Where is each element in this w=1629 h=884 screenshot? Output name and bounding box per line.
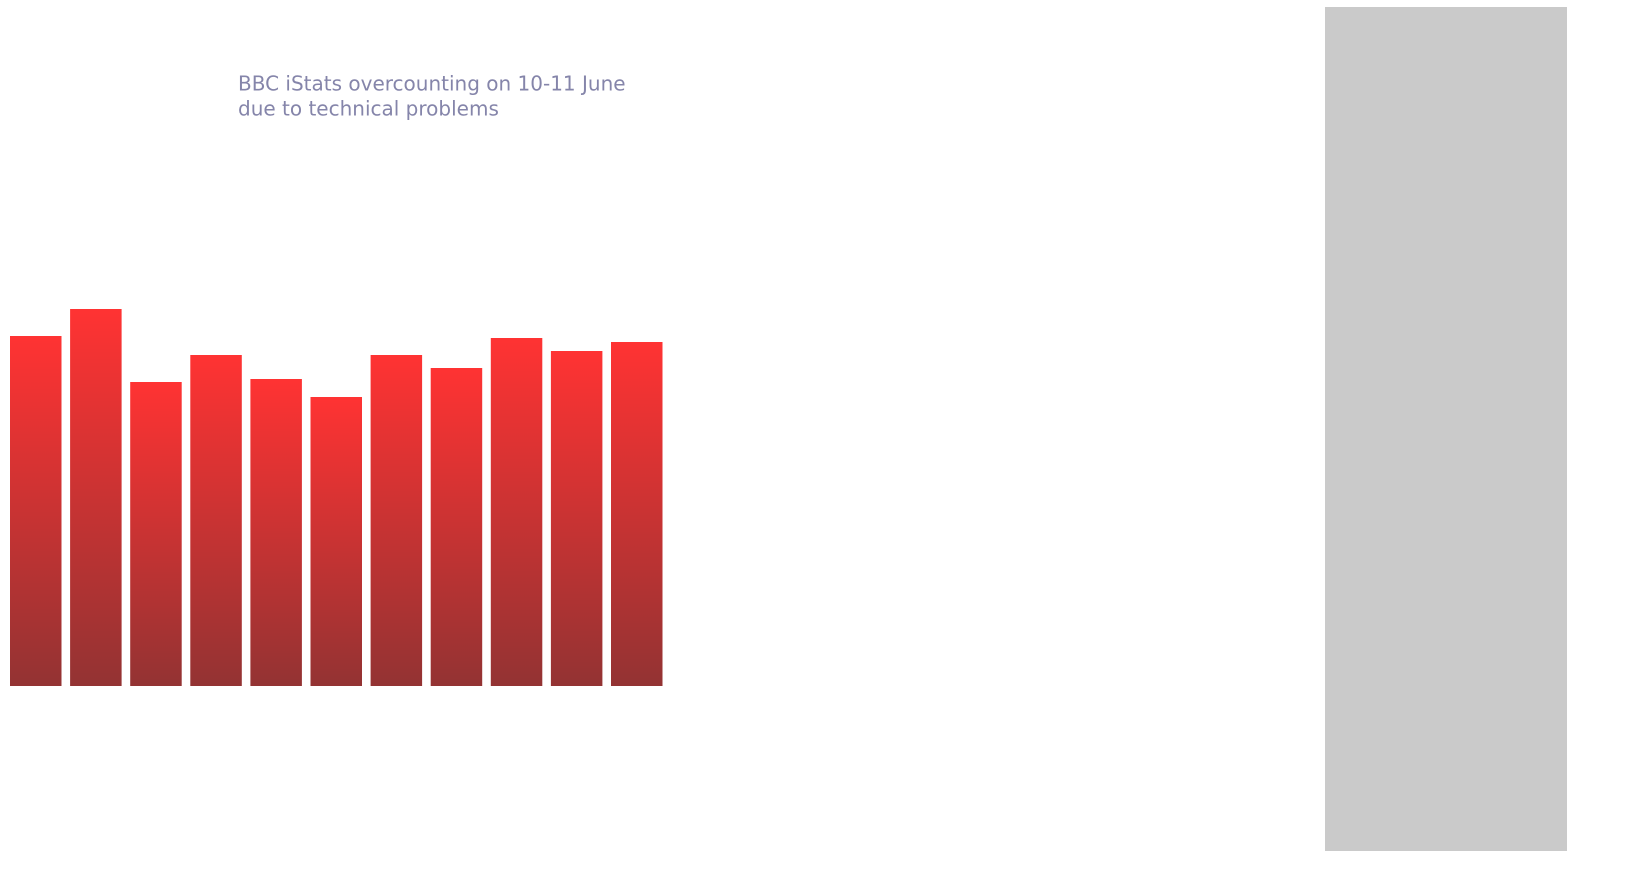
bar <box>611 342 663 686</box>
bar <box>550 351 603 686</box>
bar <box>310 397 362 686</box>
bar <box>190 355 242 686</box>
annotation: due to technical problems <box>238 97 499 121</box>
bar <box>250 379 302 686</box>
side-panel <box>1325 7 1567 851</box>
bar <box>370 355 423 686</box>
bar <box>10 336 62 686</box>
annotation: BBC iStats overcounting on 10-11 June <box>238 72 626 96</box>
bar <box>130 382 182 686</box>
bar <box>70 309 122 686</box>
bar <box>430 368 483 686</box>
bar <box>490 338 543 686</box>
